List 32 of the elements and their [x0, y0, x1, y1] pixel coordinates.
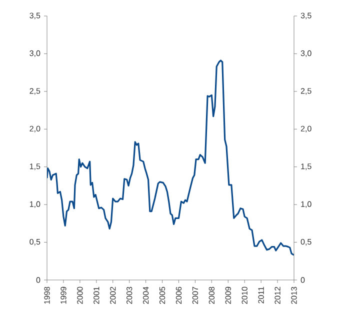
- y2-tick-label: 3,5: [30, 12, 40, 20]
- x-tick-label: 2009: [225, 286, 231, 304]
- x-tick-label: 2000: [77, 286, 83, 304]
- x-tick-label: 2001: [94, 286, 100, 304]
- y-tick-label: 2,0: [300, 126, 312, 132]
- y2-tick-label: 0: [36, 277, 40, 283]
- y2-tick-label: 2,5: [30, 88, 40, 95]
- y-tick-label: 0,5: [300, 238, 312, 246]
- x-tick-label: 2013: [291, 286, 297, 304]
- x-tick-label: 2010: [242, 286, 248, 304]
- y-tick-label: 2,5: [300, 88, 312, 95]
- x-tick-label: 1998: [44, 286, 50, 304]
- x-tick-label: 2006: [176, 286, 182, 304]
- x-tick-label: 2012: [274, 286, 280, 304]
- x-tick-label: 2002: [110, 286, 116, 304]
- y2-tick-label: 3,0: [30, 50, 40, 58]
- x-tick-label: 2007: [192, 286, 198, 304]
- y-tick-label: 1,5: [301, 164, 312, 170]
- y2-tick-label: 0,5: [30, 238, 40, 246]
- y-tick-label: 3,0: [300, 50, 312, 58]
- y2-tick-label: 2,0: [30, 126, 40, 132]
- x-tick-label: 1999: [60, 286, 66, 304]
- x-tick-label: 2003: [126, 286, 132, 304]
- y2-tick-label: 1,5: [30, 164, 40, 170]
- y-tick-label: 0: [300, 277, 305, 283]
- x-tick-label: 2011: [258, 286, 264, 304]
- x-tick-label: 2005: [159, 286, 166, 304]
- x-tick-label: 2008: [208, 286, 214, 304]
- y2-tick-label: 1,0: [30, 201, 40, 208]
- x-tick-label: 2004: [142, 286, 149, 304]
- y-tick-label: 1,0: [301, 201, 312, 208]
- y-tick-label: 3,5: [300, 12, 312, 20]
